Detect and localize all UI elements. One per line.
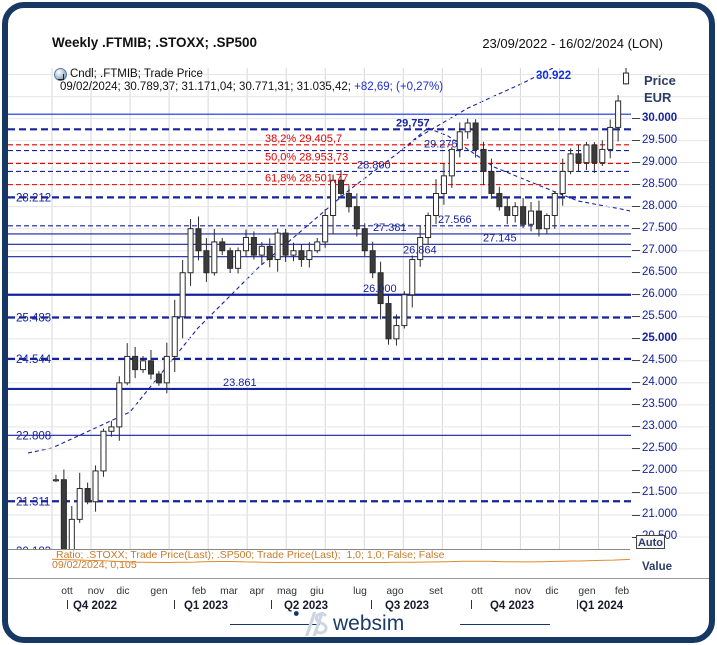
svg-text:38,2% 29.405,7: 38,2% 29.405,7 [265, 133, 342, 145]
svg-text:28.800: 28.800 [357, 159, 391, 171]
svg-text:28.212: 28.212 [16, 192, 51, 204]
svg-text:27.566: 27.566 [438, 214, 472, 226]
svg-text:24.544: 24.544 [16, 354, 52, 366]
svg-text:22.808: 22.808 [16, 430, 51, 442]
svg-text:27.381: 27.381 [373, 222, 407, 234]
svg-text:50,0% 28.953,73: 50,0% 28.953,73 [265, 151, 348, 163]
svg-text:29,757: 29,757 [396, 117, 430, 129]
svg-text:26.000: 26.000 [363, 283, 397, 295]
svg-text:26.864: 26.864 [403, 245, 437, 257]
svg-text:61,8% 28.501,77: 61,8% 28.501,77 [265, 173, 348, 185]
svg-text:25.483: 25.483 [16, 313, 51, 325]
svg-text:21.311: 21.311 [16, 496, 50, 508]
svg-text:29.275: 29.275 [424, 139, 458, 151]
svg-text:27.145: 27.145 [483, 232, 517, 244]
svg-text:23.861: 23.861 [223, 377, 257, 389]
